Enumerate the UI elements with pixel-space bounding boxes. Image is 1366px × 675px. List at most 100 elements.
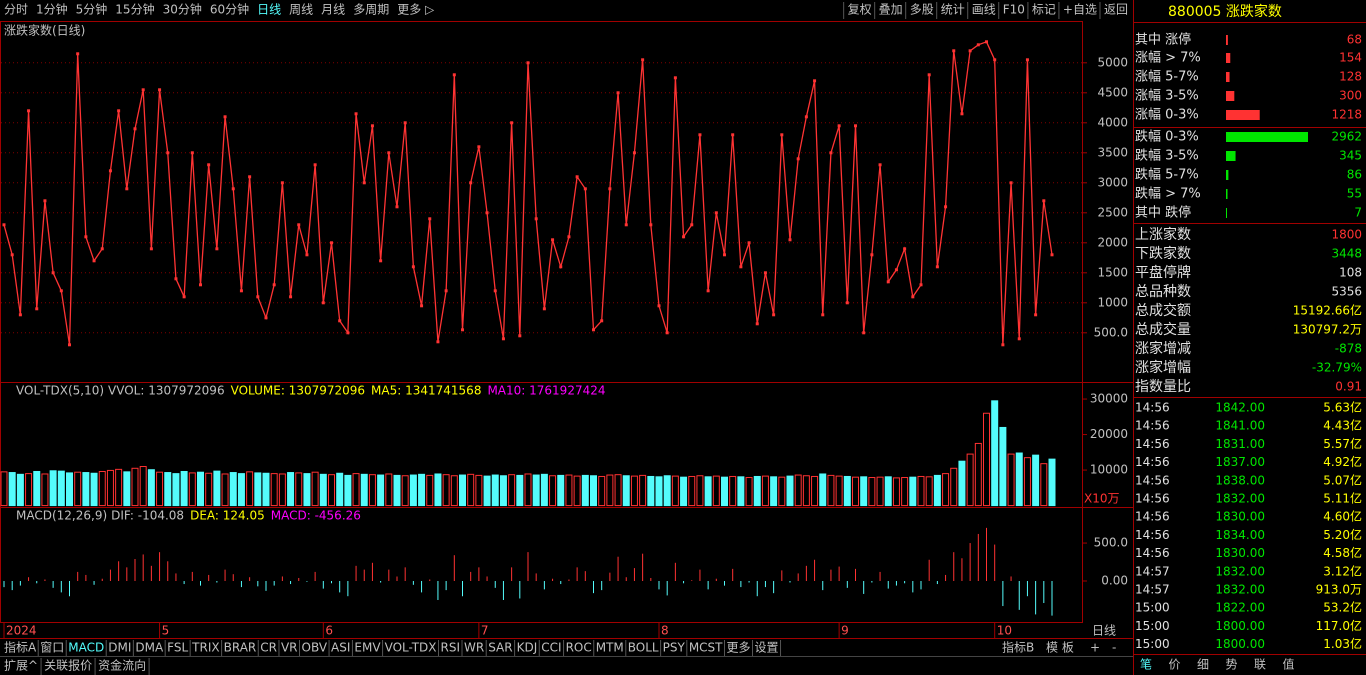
stat-value: 15192.66亿 xyxy=(1293,303,1362,318)
volume-bar xyxy=(188,472,196,507)
period-button[interactable]: 1分钟 xyxy=(36,2,68,17)
indicator-tab[interactable]: KDJ xyxy=(517,641,538,655)
indicator-tab[interactable]: PSY xyxy=(663,641,686,655)
action-button[interactable]: 叠加 xyxy=(879,3,903,17)
template-tab[interactable]: 指标B xyxy=(1002,640,1034,655)
volume-bar xyxy=(647,475,655,507)
volume-bar xyxy=(794,474,802,507)
indicator-tab[interactable]: DMA xyxy=(135,641,164,655)
panel-tab[interactable]: 联 xyxy=(1254,658,1266,672)
action-button[interactable]: 返回 xyxy=(1104,3,1128,17)
volume-bar xyxy=(139,466,147,507)
panel-tab[interactable]: 值 xyxy=(1282,657,1294,672)
action-button[interactable]: 统计 xyxy=(941,3,965,17)
action-button[interactable]: 多股 xyxy=(910,3,934,17)
period-button[interactable]: 更多 ▷ xyxy=(397,3,435,17)
point xyxy=(551,238,555,242)
indicator-tab[interactable]: WR xyxy=(464,641,484,655)
point xyxy=(501,337,505,341)
template-tab[interactable]: - xyxy=(1112,641,1116,655)
indicator-tab[interactable]: BRAR xyxy=(224,641,257,655)
tick-time: 14:57 xyxy=(1135,583,1170,597)
period-button[interactable]: 60分钟 xyxy=(210,2,249,17)
action-button[interactable]: 标记 xyxy=(1032,3,1056,17)
period-button[interactable]: 分时 xyxy=(4,3,28,17)
indicator-tab[interactable]: 指标A xyxy=(4,640,37,655)
tick-volume: 5.57亿 xyxy=(1323,436,1362,451)
period-button[interactable]: 日线 xyxy=(257,3,281,17)
bottom-tab[interactable]: 资金流向 xyxy=(98,658,146,673)
volume-bar xyxy=(25,473,33,507)
indicator-tab[interactable]: OBV xyxy=(302,641,328,655)
volume-bar xyxy=(74,471,82,507)
period-button[interactable]: 15分钟 xyxy=(115,2,154,17)
indicator-tab[interactable]: 更多 xyxy=(727,641,751,655)
period-button[interactable]: 周线 xyxy=(289,3,313,17)
indicator-tab[interactable]: ROC xyxy=(566,641,592,655)
action-button[interactable]: 复权 xyxy=(848,3,872,17)
dist-bar xyxy=(1226,110,1260,120)
dist-value: 128 xyxy=(1339,70,1362,84)
point xyxy=(485,211,489,215)
indicator-tab[interactable]: ASI xyxy=(331,641,350,655)
point xyxy=(92,259,96,263)
point xyxy=(248,175,252,179)
dist-label: 其中 跌停 xyxy=(1135,205,1191,221)
indicator-tab[interactable]: 窗口 xyxy=(40,641,64,655)
volume-bar xyxy=(278,473,286,507)
volume-bar xyxy=(557,474,565,507)
indicator-tab[interactable]: MACD xyxy=(68,641,104,655)
indicator-tab[interactable]: 设置 xyxy=(755,641,779,655)
tick-price: 1838.00 xyxy=(1215,473,1265,487)
dist-label: 跌幅 0-3% xyxy=(1135,129,1199,145)
indicator-tab[interactable]: FSL xyxy=(167,641,188,655)
panel-tab[interactable]: 价 xyxy=(1168,658,1180,672)
dist-value: 154 xyxy=(1339,51,1362,65)
template-tab[interactable]: 模 板 xyxy=(1046,641,1074,655)
date-label: 7 xyxy=(481,624,489,638)
volume-bar xyxy=(540,473,548,507)
indicator-tab[interactable]: VOL-TDX xyxy=(385,641,437,655)
panel-tab[interactable]: 笔 xyxy=(1140,657,1152,672)
volume-bar xyxy=(328,474,335,507)
point xyxy=(428,217,432,221)
dist-bar xyxy=(1226,53,1231,63)
panel-tab[interactable]: 细 xyxy=(1197,658,1209,672)
indicator-tab[interactable]: DMI xyxy=(108,641,131,655)
period-button[interactable]: 30分钟 xyxy=(163,2,202,17)
y-tick-label: 5000 xyxy=(1097,55,1128,69)
bottom-tab[interactable]: 扩展^ xyxy=(4,659,38,673)
template-tab[interactable]: + xyxy=(1090,641,1100,655)
indicator-tab[interactable]: MTM xyxy=(596,641,624,655)
point xyxy=(133,127,137,131)
indicator-tab[interactable]: BOLL xyxy=(628,641,659,655)
tick-price: 1831.00 xyxy=(1215,437,1265,451)
period-button[interactable]: 多周期 xyxy=(353,3,389,17)
action-button[interactable]: F10 xyxy=(1003,3,1025,17)
indicator-tab[interactable]: EMV xyxy=(354,641,381,655)
volume-bar xyxy=(197,471,204,507)
tick-time: 14:56 xyxy=(1135,473,1170,487)
indicator-tab[interactable]: CR xyxy=(260,641,277,655)
indicator-tab[interactable]: CCI xyxy=(541,641,561,655)
action-button[interactable]: 画线 xyxy=(972,3,996,17)
indicator-tab[interactable]: VR xyxy=(281,641,298,655)
point xyxy=(755,322,759,326)
volume-bar xyxy=(811,475,819,507)
indicator-tab[interactable]: RSI xyxy=(441,641,461,655)
action-button[interactable]: +自选 xyxy=(1063,3,1097,17)
point xyxy=(592,328,595,332)
bottom-tab[interactable]: 关联报价 xyxy=(44,658,92,673)
stat-label: 上涨家数 xyxy=(1135,226,1191,243)
period-button[interactable]: 月线 xyxy=(321,3,345,17)
volume-bar xyxy=(663,475,671,507)
indicator-tab[interactable]: TRIX xyxy=(191,641,219,655)
tick-volume: 4.58亿 xyxy=(1323,545,1362,560)
indicator-tab[interactable]: MCST xyxy=(689,641,723,655)
panel-tab[interactable]: 势 xyxy=(1225,658,1237,672)
volume-bar xyxy=(1007,453,1015,507)
indicator-tab[interactable]: SAR xyxy=(488,641,512,655)
period-button[interactable]: 5分钟 xyxy=(76,2,108,17)
tick-volume: 5.20亿 xyxy=(1323,527,1362,542)
legend-entry: VVOL: 1307972096 xyxy=(108,384,225,398)
